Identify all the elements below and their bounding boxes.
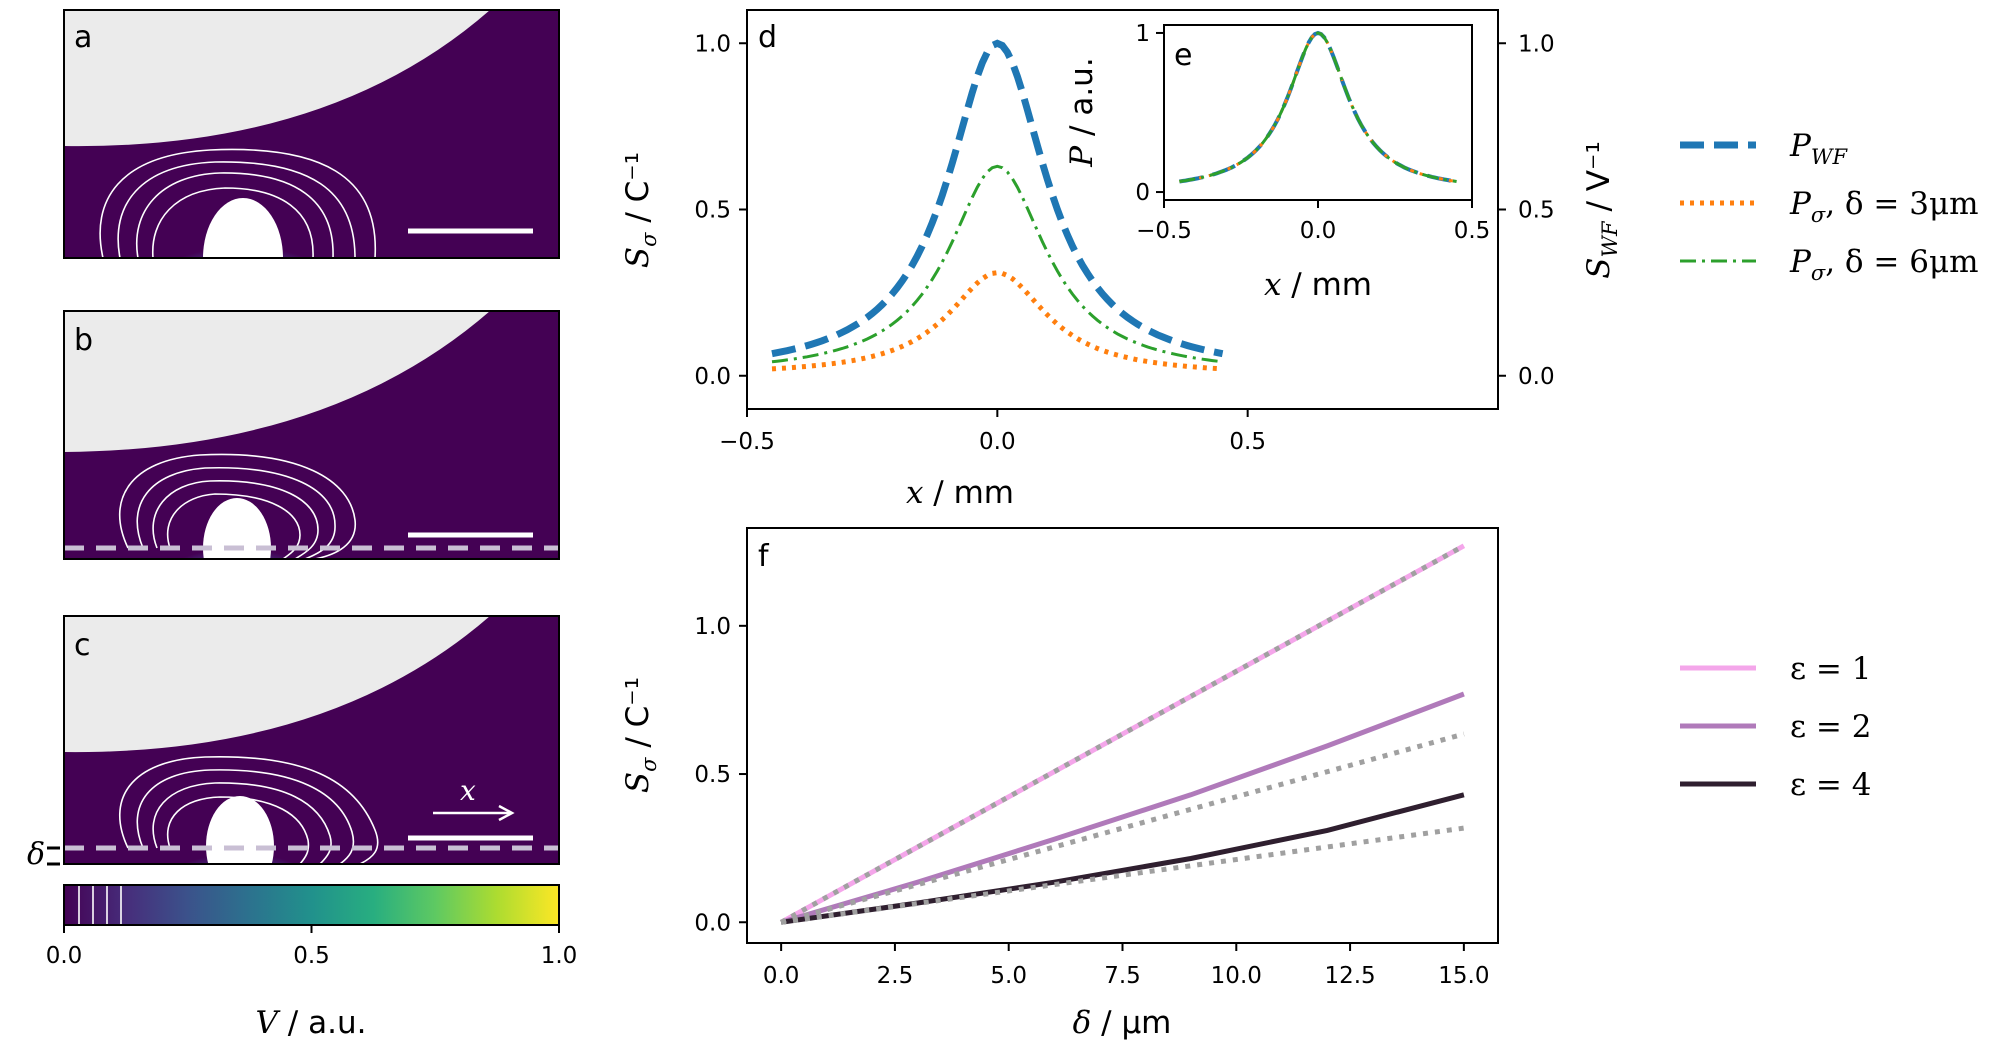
panel-letter-f: f <box>758 539 770 574</box>
electrode <box>64 10 490 147</box>
chart-d-ticks: −0.5 0.0 0.5 0.0 0.0 0.5 0.5 1.0 1.0 <box>694 31 1554 455</box>
y2-tick-label: 0.5 <box>1518 198 1555 224</box>
x-tick-label: −0.5 <box>719 429 775 455</box>
x-tick-label: 12.5 <box>1324 963 1375 989</box>
chart-e-ylabel: P / a.u. <box>1064 57 1100 167</box>
y-tick-label: 1.0 <box>694 31 731 57</box>
panel-letter-b: b <box>74 323 93 358</box>
series-line-1 <box>780 691 1465 925</box>
wire <box>203 498 271 559</box>
panel-c: x <box>64 616 559 864</box>
panel-letter-a: a <box>74 20 92 55</box>
panel-a <box>64 10 559 258</box>
legend-d: PWF Pσ, δ = 3μm Pσ, δ = 6μm <box>1680 128 1979 285</box>
y-tick-label: 1.0 <box>694 614 731 640</box>
colorbar-label: V / a.u. <box>256 1005 367 1041</box>
x-tick-label: 0.0 <box>763 963 800 989</box>
panel-b <box>64 311 559 559</box>
chart-f-ticks: 0.0 2.5 5.0 7.5 10.0 12.5 15.0 0.0 0.5 1.0 <box>694 614 1489 989</box>
chart-e-series <box>1179 30 1457 184</box>
electrode <box>64 311 490 452</box>
chart-d-y2label: SWF / V⁻¹ <box>1581 141 1622 279</box>
panel-letter-e: e <box>1174 38 1192 73</box>
legend-label: Pσ, δ = 6μm <box>1789 244 1979 285</box>
panel-letter-c: c <box>74 628 91 663</box>
chart-d-ylabel: Sσ / C⁻¹ <box>620 152 661 268</box>
x-tick-label: 0.0 <box>1300 218 1337 244</box>
legend-label: ε = 2 <box>1790 709 1871 745</box>
chart-f-xlabel: δ / μm <box>1073 1005 1172 1041</box>
chart-f-series <box>779 543 1466 925</box>
legend-label: ε = 4 <box>1790 767 1871 803</box>
electrode <box>64 616 490 753</box>
x-tick-label: −0.5 <box>1136 218 1192 244</box>
y-tick-label: 0.5 <box>694 198 731 224</box>
x-arrow-head <box>498 804 515 822</box>
legend-f: ε = 1 ε = 2 ε = 4 <box>1680 651 1871 803</box>
x-tick-label: 5.0 <box>990 963 1027 989</box>
chart-e-xlabel: x / mm <box>1264 267 1372 303</box>
panel-c-frame <box>63 615 560 865</box>
y-tick-label: 0.0 <box>694 910 731 936</box>
chart-f-ylabel: Sσ / C⁻¹ <box>620 677 661 793</box>
y-tick-label: 0.5 <box>694 762 731 788</box>
x-tick-label: 2.5 <box>877 963 914 989</box>
legend-label: ε = 1 <box>1790 651 1871 687</box>
wire <box>203 198 283 258</box>
series-line-2 <box>780 792 1465 925</box>
colorbar-tick-label: 1.0 <box>541 943 578 969</box>
x-tick-label: 15.0 <box>1438 963 1489 989</box>
x-arrow-label: x <box>460 774 476 807</box>
chart-d-series <box>771 39 1224 372</box>
series-line-2 <box>771 164 1223 364</box>
legend-label: PWF <box>1789 128 1848 169</box>
inset-series-line-1 <box>1179 31 1457 183</box>
colorbar: 0.0 0.5 1.0 V / a.u. <box>46 884 578 1041</box>
chart-e: e −0.5 0.0 0.5 0 1 x / mm P / a.u. <box>1064 21 1490 303</box>
colorbar-tick-label: 0.0 <box>46 943 83 969</box>
colorbar-gradient <box>64 885 559 925</box>
x-tick-label: 10.0 <box>1211 963 1262 989</box>
legend-label: Pσ, δ = 3μm <box>1789 186 1979 227</box>
chart-d-xlabel: x / mm <box>906 475 1014 511</box>
panel-a-frame <box>63 9 560 259</box>
equipotential-contours <box>99 148 377 258</box>
chart-e-frame <box>1163 24 1473 201</box>
chart-e-ticks: −0.5 0.0 0.5 0 1 <box>1135 21 1490 244</box>
y-tick-label: 0.0 <box>694 364 731 390</box>
panel-b-frame <box>63 310 560 560</box>
reference-line-0 <box>779 543 1466 925</box>
y-tick-label: 1 <box>1135 21 1150 47</box>
panel-letter-d: d <box>758 20 777 55</box>
inset-series-line-2 <box>1179 31 1457 183</box>
chart-f: f 0.0 2.5 5.0 7.5 10.0 12.5 15.0 0.0 0.5 1.0 δ / … <box>620 527 1499 1041</box>
y-tick-label: 0 <box>1135 180 1150 206</box>
delta-label: δ <box>27 837 45 872</box>
series-line-1 <box>771 270 1223 372</box>
x-tick-label: 7.5 <box>1104 963 1141 989</box>
y2-tick-label: 0.0 <box>1518 364 1555 390</box>
reference-line-1 <box>780 731 1465 925</box>
colorbar-tick-label: 0.5 <box>293 943 330 969</box>
chart-d: d −0.5 0.0 0.5 0.0 0.0 0.5 0.5 1.0 1.0 x / mm Sσ… <box>620 9 1622 511</box>
y2-tick-label: 1.0 <box>1518 31 1555 57</box>
colorbar-contour-marks <box>78 885 122 925</box>
x-tick-label: 0.5 <box>1454 218 1491 244</box>
x-tick-label: 0.5 <box>1229 429 1266 455</box>
series-line-0 <box>771 39 1224 358</box>
x-tick-label: 0.0 <box>979 429 1016 455</box>
